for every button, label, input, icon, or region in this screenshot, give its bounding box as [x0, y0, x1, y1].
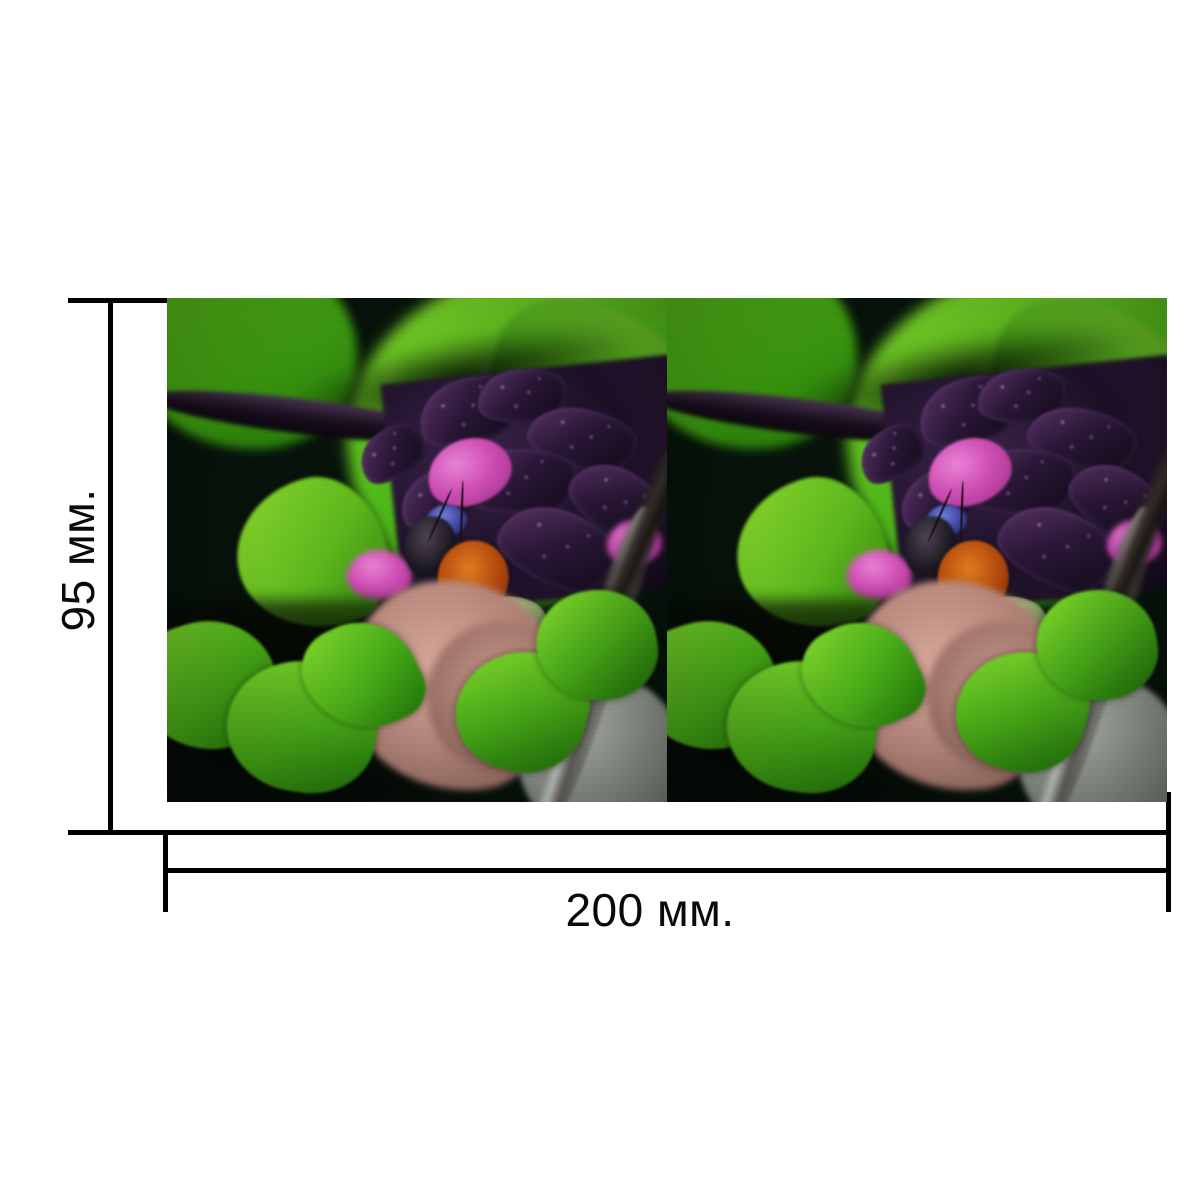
- product-photo-left: [167, 298, 667, 802]
- width-dim-extension-right: [1166, 792, 1171, 912]
- product-photo-right: [667, 298, 1167, 802]
- height-dim-extension-line: [108, 298, 113, 835]
- height-dim-tick-bottom: [68, 830, 168, 835]
- photo-strip: [167, 298, 1167, 802]
- height-dimension-label: 95 мм.: [52, 488, 104, 632]
- width-dim-line: [163, 868, 1171, 873]
- width-dimension-label: 200 мм.: [565, 884, 735, 936]
- height-dim-tick-top: [68, 298, 168, 303]
- photo-baseline-rule: [163, 830, 1171, 835]
